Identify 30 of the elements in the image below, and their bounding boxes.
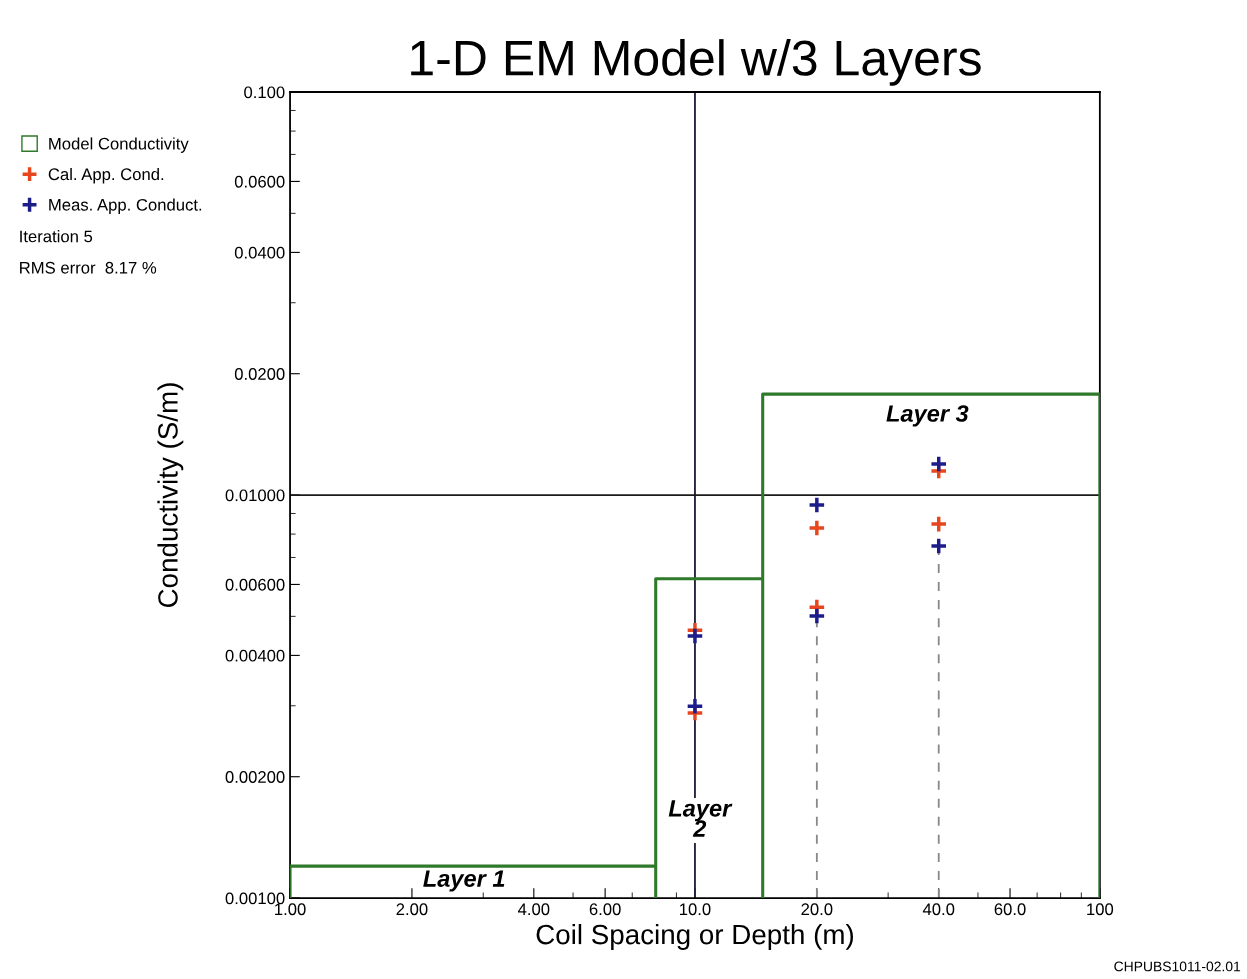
text: CHPUBS1011-02.01 — [1114, 961, 1241, 972]
x-tick-label: 20.0 — [801, 903, 833, 916]
y-tick-label: 0.00200 — [225, 771, 285, 783]
y-tick-label: 0.0400 — [234, 246, 285, 259]
y-tick-label: 0.00400 — [225, 649, 285, 662]
y-tick-label: 0.00100 — [225, 892, 285, 905]
legend-label: Model Conductivity — [49, 137, 189, 153]
annotation: Layer 2 — [668, 800, 733, 837]
y-tick-label: 0.0600 — [234, 175, 285, 188]
y-tick-label: 0.0200 — [234, 368, 285, 380]
y-tick-label: 0.01000 — [225, 489, 285, 502]
y-tick-label: 0.00600 — [225, 578, 285, 591]
legend-label: Cal. App. Cond. — [48, 167, 164, 184]
x-tick-label: 10.0 — [680, 903, 711, 916]
x-tick-label: 100 — [1087, 903, 1114, 916]
x-tick-label: 40.0 — [922, 903, 955, 916]
x-tick-label: 2.00 — [396, 903, 428, 916]
x-tick-label: 6.00 — [589, 903, 621, 916]
chart-title: 1-D EM Model w/3 Layers — [411, 39, 981, 86]
text: RMS error 8.17 % — [20, 261, 157, 274]
annotation: Layer 3 — [886, 405, 969, 427]
text: Iteration 5 — [20, 230, 93, 243]
y-tick-label: 0.100 — [244, 86, 285, 99]
legend-label: Meas. App. Conduct. — [49, 198, 202, 214]
x-axis-title: Coil Spacing or Depth (m) — [536, 923, 854, 950]
x-tick-label: 60.0 — [994, 903, 1026, 916]
x-tick-label: 1.00 — [275, 903, 306, 916]
y-axis-title: Conductivity (S/m) — [157, 383, 184, 608]
annotation: Layer 1 — [423, 870, 505, 892]
x-tick-label: 4.00 — [517, 903, 550, 916]
